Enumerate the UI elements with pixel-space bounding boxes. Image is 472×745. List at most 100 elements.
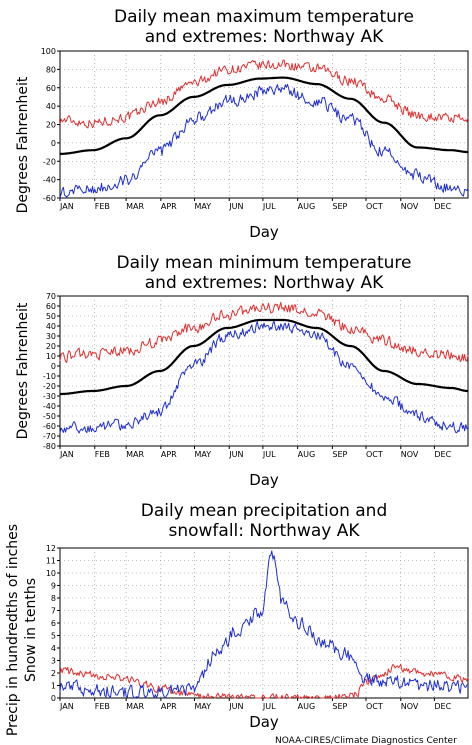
- y-tick-label: -20: [43, 157, 56, 166]
- x-tick-label: SEP: [332, 202, 347, 211]
- y-axis-label: Precip in hundredths of inches: [5, 524, 21, 736]
- x-tick-label: SEP: [332, 450, 347, 459]
- x-tick-label: MAR: [126, 702, 144, 711]
- y-tick-label: 7: [51, 607, 56, 616]
- series-line: [59, 59, 469, 129]
- chart-title-line: snowfall: Northway AK: [168, 521, 360, 541]
- y-tick-label: -40: [43, 176, 56, 185]
- x-tick-label: OCT: [366, 702, 383, 711]
- y-tick-label: 9: [51, 582, 56, 591]
- x-tick-label: APR: [161, 450, 177, 459]
- series-line: [59, 83, 469, 199]
- x-tick-label: DEC: [434, 702, 451, 711]
- x-axis-label: Day: [249, 713, 279, 731]
- y-tick-label: -50: [43, 412, 56, 421]
- y-tick-label: -30: [43, 392, 56, 401]
- x-tick-label: OCT: [366, 450, 383, 459]
- x-tick-label: NOV: [401, 702, 419, 711]
- y-tick-label: 0: [51, 694, 56, 703]
- y-axis-label: Snow in tenths: [23, 578, 39, 682]
- x-tick-label: JUL: [262, 702, 276, 711]
- y-tick-label: 20: [46, 342, 56, 351]
- x-axis-label: Day: [249, 223, 279, 241]
- y-tick-label: 40: [46, 322, 56, 331]
- series-line: [59, 550, 468, 699]
- x-tick-label: JUL: [262, 450, 276, 459]
- y-axis-label: Degrees Fahrenheit: [15, 76, 31, 213]
- x-tick-label: JUL: [262, 202, 276, 211]
- y-tick-label: 100: [41, 47, 56, 56]
- y-tick-label: -40: [43, 402, 56, 411]
- y-tick-label: 10: [46, 569, 56, 578]
- y-tick-label: 6: [51, 619, 56, 628]
- x-tick-label: APR: [161, 202, 177, 211]
- chart-title-line: Daily mean precipitation and: [141, 501, 388, 521]
- y-tick-label: 0: [51, 362, 56, 371]
- y-tick-label: -60: [43, 194, 56, 203]
- y-tick-label: 2: [51, 669, 56, 678]
- y-tick-label: 3: [51, 657, 56, 666]
- x-tick-label: MAR: [126, 450, 144, 459]
- x-tick-label: MAY: [195, 202, 212, 211]
- x-tick-label: MAR: [126, 202, 144, 211]
- y-tick-label: -80: [43, 442, 56, 451]
- x-tick-label: APR: [161, 702, 177, 711]
- y-tick-label: 8: [51, 594, 56, 603]
- y-tick-label: 40: [46, 102, 56, 111]
- chart-title-line: and extremes: Northway AK: [145, 27, 384, 47]
- x-tick-label: JAN: [59, 450, 74, 459]
- x-tick-label: FEB: [95, 202, 110, 211]
- x-tick-label: NOV: [401, 202, 419, 211]
- x-tick-label: NOV: [401, 450, 419, 459]
- series-line: [59, 663, 469, 699]
- y-tick-label: 20: [46, 121, 56, 130]
- x-tick-label: DEC: [434, 450, 451, 459]
- x-tick-label: AUG: [298, 702, 316, 711]
- plot-frame: [59, 295, 469, 447]
- x-tick-label: OCT: [366, 202, 383, 211]
- series-line: [59, 76, 469, 155]
- x-tick-label: DEC: [434, 202, 451, 211]
- y-tick-label: -60: [43, 422, 56, 431]
- y-tick-label: 1: [51, 682, 56, 691]
- x-tick-label: JAN: [59, 702, 74, 711]
- series-line: [59, 318, 468, 396]
- chart-title-line: Daily mean maximum temperature: [114, 7, 414, 27]
- y-tick-label: 60: [46, 302, 56, 311]
- y-tick-label: 0: [51, 139, 56, 148]
- x-tick-label: JUN: [228, 450, 243, 459]
- y-tick-label: 10: [46, 352, 56, 361]
- y-tick-label: -70: [43, 432, 56, 441]
- x-tick-label: MAY: [195, 702, 212, 711]
- series-line: [59, 301, 469, 363]
- chart-title-line: Daily mean minimum temperature: [117, 253, 412, 273]
- y-tick-label: 11: [46, 557, 56, 566]
- x-tick-label: AUG: [298, 450, 316, 459]
- x-tick-label: FEB: [95, 702, 110, 711]
- y-tick-label: -10: [43, 372, 56, 381]
- y-tick-label: 4: [51, 644, 56, 653]
- y-tick-label: 80: [46, 65, 56, 74]
- x-tick-label: MAY: [195, 450, 212, 459]
- chart-title-line: and extremes: Northway AK: [145, 273, 384, 293]
- x-tick-label: SEP: [332, 702, 347, 711]
- y-tick-label: 70: [46, 292, 56, 301]
- y-axis-label: Degrees Fahrenheit: [15, 302, 31, 439]
- y-tick-label: -20: [43, 382, 56, 391]
- x-tick-label: AUG: [298, 202, 316, 211]
- x-tick-label: JUN: [228, 202, 243, 211]
- y-tick-label: 5: [51, 632, 56, 641]
- x-axis-label: Day: [249, 471, 279, 489]
- credit-text: NOAA-CIRES/Climate Diagnostics Center: [275, 736, 457, 745]
- x-tick-label: JAN: [59, 202, 74, 211]
- y-tick-label: 30: [46, 332, 56, 341]
- y-tick-label: 50: [46, 312, 56, 321]
- series-line: [59, 320, 469, 434]
- x-tick-label: JUN: [228, 702, 243, 711]
- x-tick-label: FEB: [95, 450, 110, 459]
- y-tick-label: 12: [46, 544, 56, 553]
- y-tick-label: 60: [46, 84, 56, 93]
